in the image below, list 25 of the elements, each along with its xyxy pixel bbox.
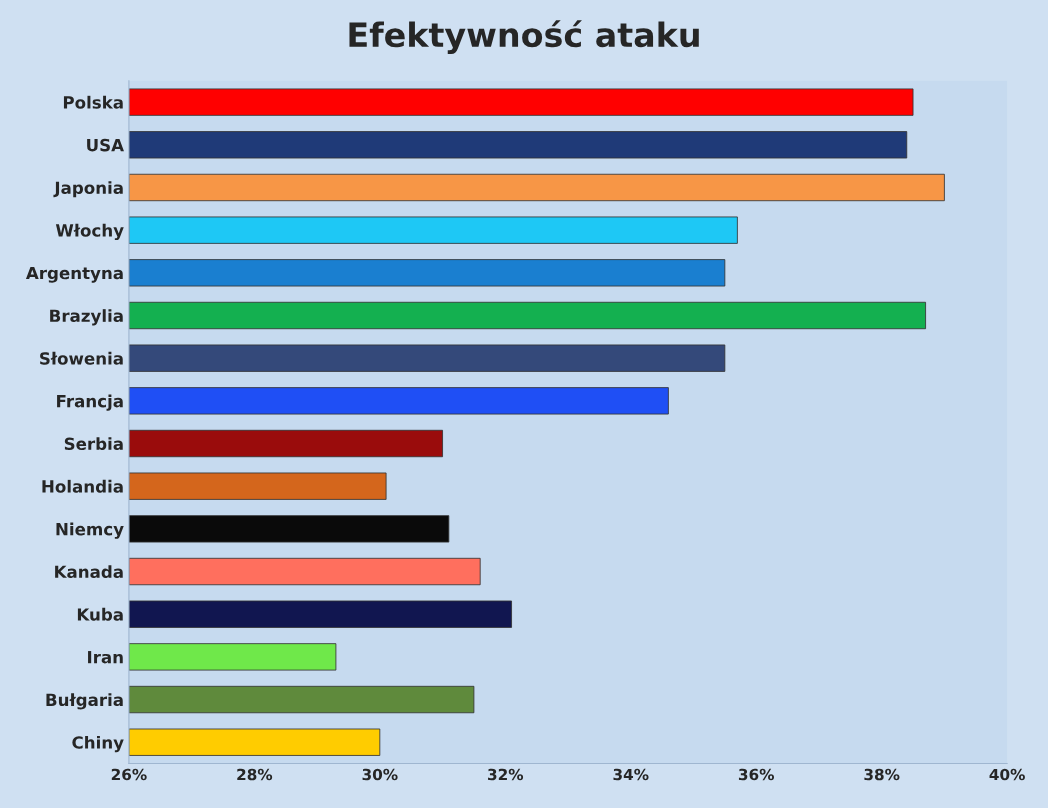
- y-tick-label: USA: [87, 138, 124, 152]
- y-tick-label: Japonia: [53, 181, 123, 198]
- x-tick-label: 38%: [864, 768, 900, 781]
- x-tick-label: 34%: [613, 768, 649, 781]
- y-tick-label: Brazylia: [50, 309, 123, 326]
- x-tick-label: 40%: [989, 768, 1025, 781]
- y-tick-label: Bułgaria: [46, 693, 123, 710]
- y-tick-label: Holandia: [42, 479, 123, 493]
- x-tick-label: 36%: [738, 768, 774, 781]
- y-tick-label: Iran: [88, 651, 123, 664]
- y-tick-label: Włochy: [55, 223, 124, 241]
- y-tick-label: Chiny: [72, 735, 124, 753]
- x-tick-label: 30%: [362, 768, 398, 781]
- y-tick-label: Polska: [63, 95, 123, 109]
- y-tick-label: Kuba: [77, 607, 123, 621]
- x-tick-label: 26%: [111, 768, 147, 781]
- y-tick-label: Francja: [57, 394, 123, 411]
- x-tick-label: 28%: [237, 768, 273, 781]
- y-tick-label: Serbia: [64, 437, 123, 451]
- y-tick-label: Kanada: [55, 565, 123, 579]
- y-tick-label: Niemcy: [56, 522, 124, 539]
- x-tick-label: 32%: [488, 768, 524, 781]
- y-tick-label: Słowenia: [40, 351, 123, 365]
- y-tick-label: Argentyna: [25, 266, 123, 283]
- chart-title: Efektywność ataku: [349, 20, 699, 55]
